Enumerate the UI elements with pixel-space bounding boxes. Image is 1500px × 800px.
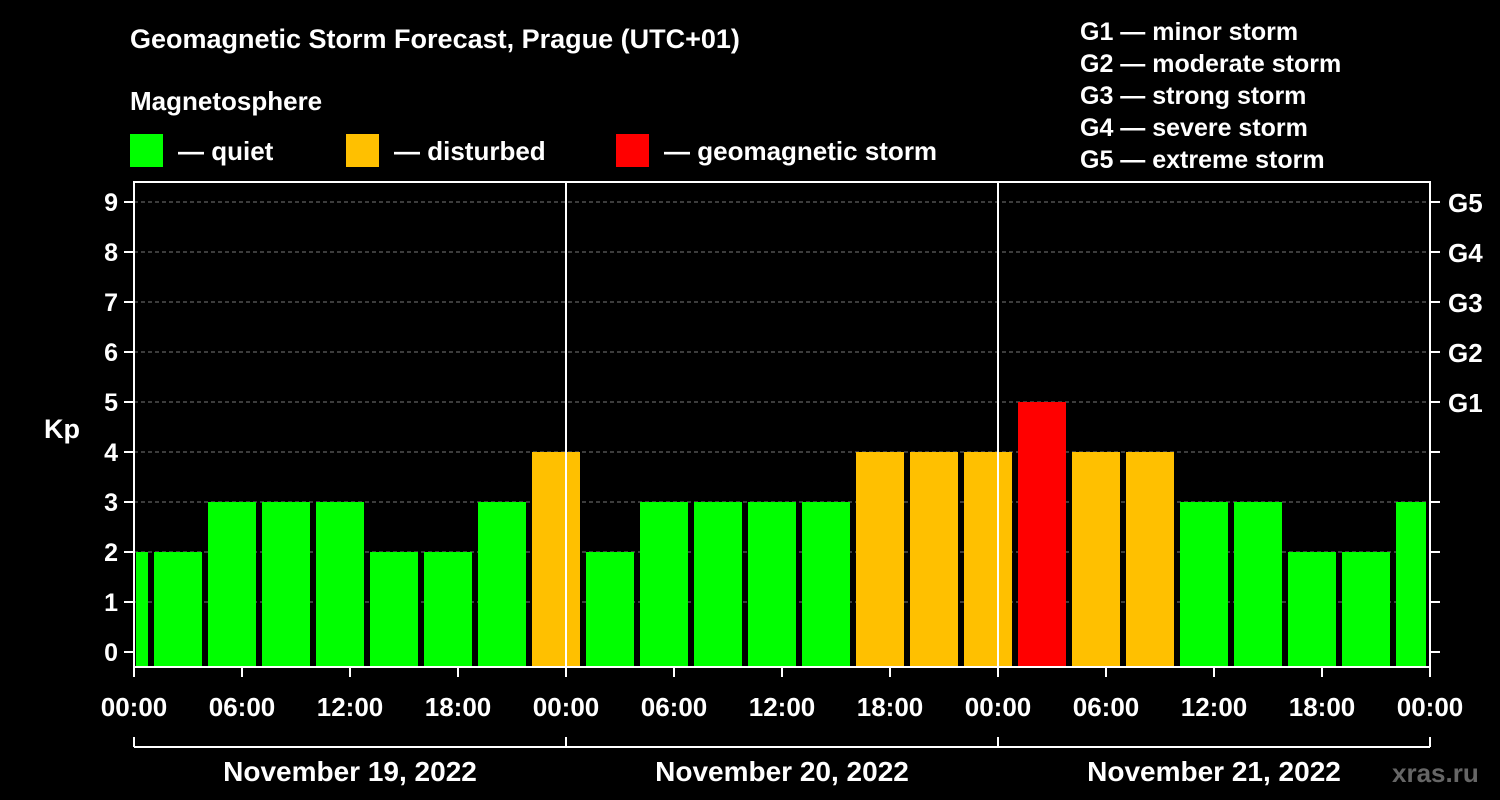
x-tick-label: 12:00	[1181, 692, 1248, 722]
bar	[1126, 452, 1174, 667]
storm-level-tick-label: G2	[1448, 338, 1483, 368]
y-tick-label: 8	[104, 239, 118, 267]
y-tick-label: 0	[104, 639, 118, 667]
legend-swatch-disturbed	[346, 134, 379, 167]
chart-title: Geomagnetic Storm Forecast, Prague (UTC+…	[130, 24, 740, 54]
storm-level-legend: G1 — minor storm G2 — moderate storm G3 …	[1080, 16, 1341, 176]
date-axis: November 19, 2022 November 20, 2022 Novemb…	[133, 737, 1431, 787]
storm-level-g3: G3 — strong storm	[1080, 82, 1307, 110]
x-tick-label: 12:00	[317, 692, 384, 722]
x-tick-label: 18:00	[1289, 692, 1356, 722]
x-tick-label: 12:00	[749, 692, 816, 722]
storm-level-tick-label: G3	[1448, 288, 1483, 318]
bar	[1018, 402, 1066, 667]
day-dividers	[565, 182, 999, 667]
legend-label-disturbed: — disturbed	[394, 136, 546, 166]
x-tick-label: 06:00	[1073, 692, 1140, 722]
bar	[856, 452, 904, 667]
bar	[136, 552, 148, 667]
legend-label-storm: — geomagnetic storm	[664, 136, 938, 166]
date-label: November 21, 2022	[1087, 756, 1341, 787]
x-tick-label: 00:00	[1397, 692, 1464, 722]
bar	[910, 452, 958, 667]
x-tick-label: 06:00	[641, 692, 708, 722]
watermark: xras.ru	[1392, 758, 1479, 788]
x-tick-label: 00:00	[533, 692, 600, 722]
bar	[964, 452, 1012, 667]
x-tick-label: 06:00	[209, 692, 276, 722]
storm-level-g2: G2 — moderate storm	[1080, 50, 1342, 78]
bar	[694, 502, 742, 667]
legend-swatch-quiet	[130, 134, 163, 167]
y-tick-label: 4	[104, 439, 118, 467]
legend-swatch-storm	[616, 134, 649, 167]
bar	[1396, 502, 1426, 667]
x-tick-label: 18:00	[425, 692, 492, 722]
y-tick-label: 9	[104, 189, 118, 217]
bars	[136, 402, 1426, 667]
bar	[586, 552, 634, 667]
y-tick-label: 2	[104, 539, 118, 567]
storm-level-g5: G5 — extreme storm	[1080, 146, 1325, 174]
x-tick-label: 18:00	[857, 692, 924, 722]
bar	[208, 502, 256, 667]
y-axis-label: Kp	[44, 414, 80, 444]
storm-level-tick-label: G4	[1448, 238, 1483, 268]
storm-level-tick-label: G5	[1448, 188, 1483, 218]
bar	[748, 502, 796, 667]
bar	[478, 502, 526, 667]
x-tick-label: 00:00	[965, 692, 1032, 722]
bar	[154, 552, 202, 667]
legend-label-quiet: — quiet	[178, 136, 274, 166]
bar	[532, 452, 580, 667]
bar	[1180, 502, 1228, 667]
y-tick-label: 1	[104, 589, 118, 617]
bar	[1288, 552, 1336, 667]
date-label: November 19, 2022	[223, 756, 477, 787]
x-axis: 00:00 06:00 12:00 18:00 00:00 06:00 12:00 18:00…	[101, 667, 1464, 722]
bar	[262, 502, 310, 667]
storm-level-tick-label: G1	[1448, 388, 1483, 418]
bar	[316, 502, 364, 667]
right-axis: G1 G2 G3 G4 G5	[1430, 188, 1483, 653]
legend-title: Magnetosphere	[130, 86, 323, 116]
date-label: November 20, 2022	[655, 756, 909, 787]
bar	[1234, 502, 1282, 667]
bar	[424, 552, 472, 667]
y-tick-label: 3	[104, 489, 118, 517]
bar	[1072, 452, 1120, 667]
y-tick-label: 5	[104, 389, 118, 417]
bar	[640, 502, 688, 667]
bar	[802, 502, 850, 667]
bar	[1342, 552, 1390, 667]
bar	[370, 552, 418, 667]
y-tick-label: 6	[104, 339, 118, 367]
y-tick-label: 7	[104, 289, 118, 317]
storm-level-g1: G1 — minor storm	[1080, 18, 1299, 46]
x-tick-label: 00:00	[101, 692, 168, 722]
storm-level-g4: G4 — severe storm	[1080, 114, 1308, 142]
y-axis: 0 1 2 3 4 5 6 7 8 9	[104, 189, 134, 667]
